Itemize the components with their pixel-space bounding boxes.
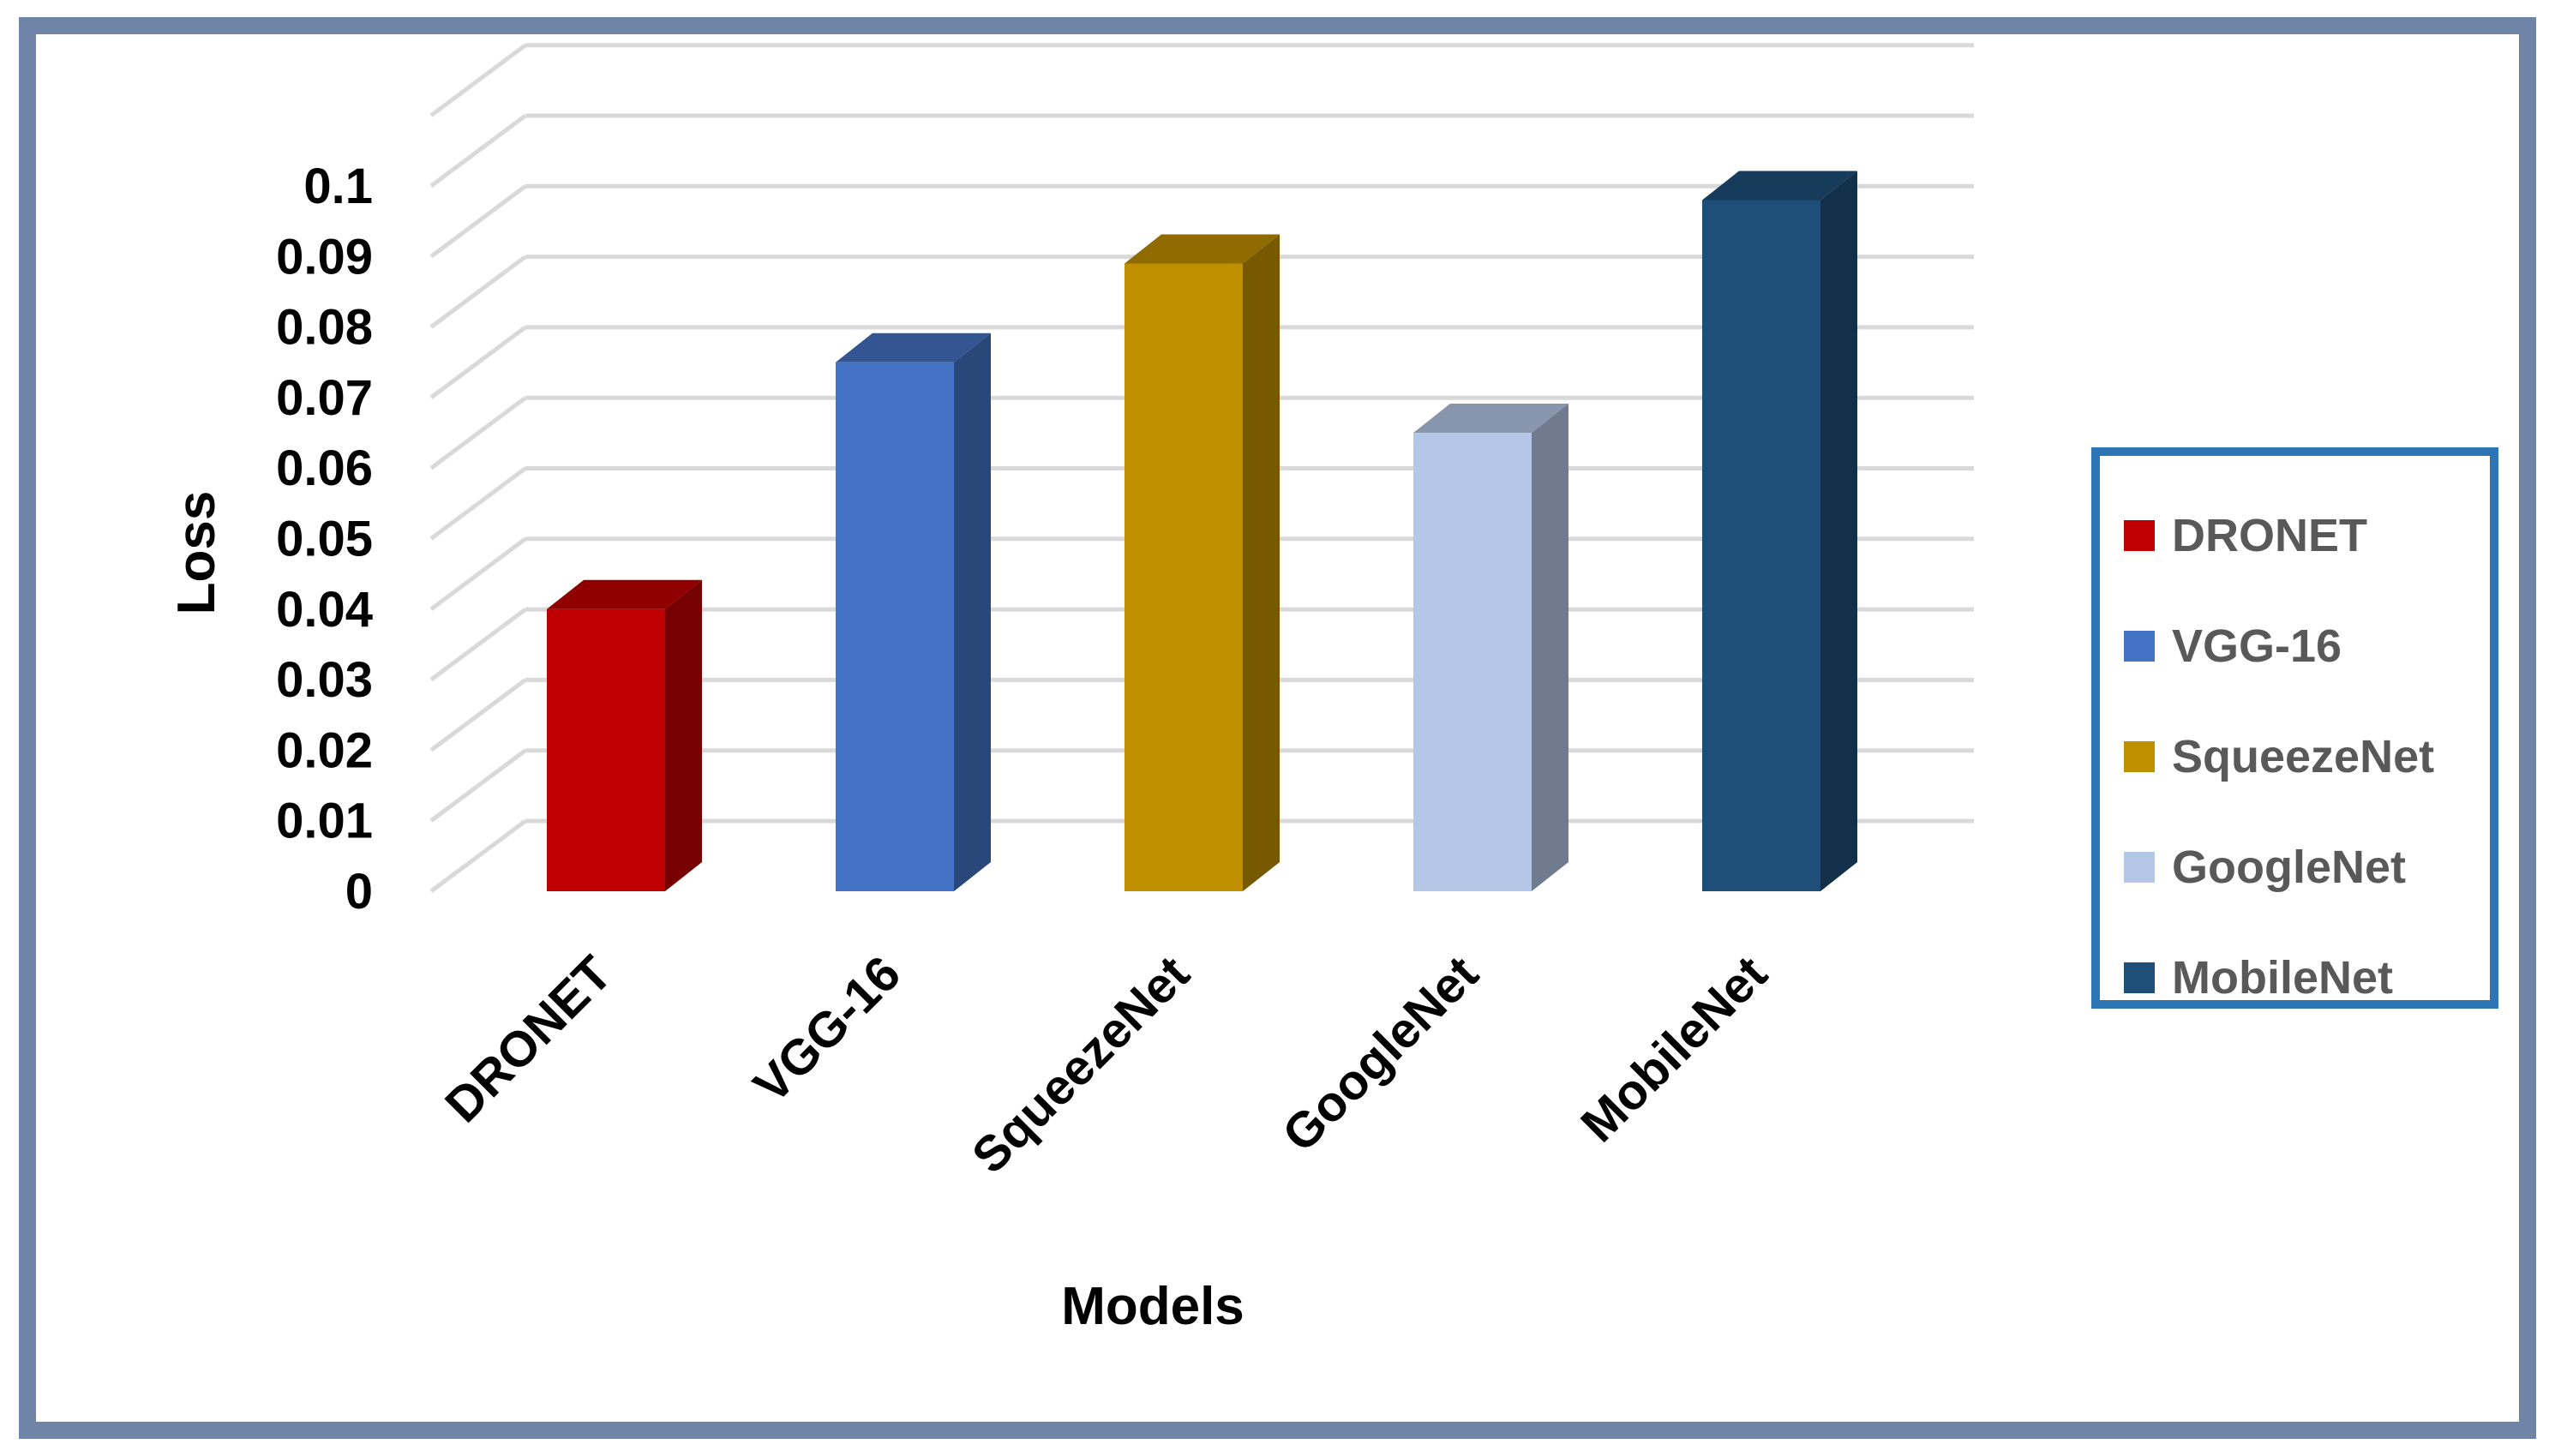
gridline-depth <box>429 818 527 894</box>
y-tick-label: 0.03 <box>276 652 373 708</box>
y-tick-label: 0 <box>345 864 373 920</box>
bar-top <box>1702 171 1857 201</box>
gridline-depth <box>429 43 527 117</box>
x-tick-label: SqueezeNet <box>962 945 1200 1183</box>
gridline-depth <box>429 325 527 399</box>
x-tick-label: VGG-16 <box>743 945 911 1113</box>
bar-top <box>1413 404 1568 434</box>
legend-item: DRONET <box>2124 480 2490 590</box>
gridline-depth <box>429 678 527 752</box>
y-tick-label: 0.06 <box>276 440 373 496</box>
gridline-depth <box>429 184 527 259</box>
legend-swatch <box>2124 630 2155 662</box>
legend-label: DRONET <box>2172 509 2367 561</box>
y-tick-label: 0.07 <box>276 370 373 426</box>
y-tick-label: 0.09 <box>276 229 373 285</box>
bar <box>836 362 954 891</box>
y-axis-title: Loss <box>167 491 226 615</box>
gridline-depth <box>429 396 527 470</box>
x-tick-label: GoogleNet <box>1272 945 1489 1162</box>
bar-side <box>1243 234 1280 891</box>
x-tick-label: DRONET <box>435 945 622 1133</box>
legend-item: GoogleNet <box>2124 812 2490 922</box>
y-tick-label: 0.1 <box>303 159 373 214</box>
gridline-depth <box>429 608 527 682</box>
legend-label: MobileNet <box>2172 951 2394 1004</box>
y-tick-label: 0.01 <box>276 794 373 849</box>
legend-label: VGG-16 <box>2172 620 2342 672</box>
y-tick-label: 0.05 <box>276 512 373 567</box>
bar-top <box>836 333 991 363</box>
gridline-depth <box>429 113 527 189</box>
bar-side <box>954 333 991 891</box>
bar <box>547 608 665 891</box>
legend-swatch <box>2124 962 2155 993</box>
legend-label: GoogleNet <box>2172 841 2407 893</box>
legend-item: VGG-16 <box>2124 590 2490 701</box>
bar-top <box>1125 234 1280 264</box>
legend-item: MobileNet <box>2124 922 2490 1033</box>
bar-side <box>1820 171 1857 891</box>
gridline-depth <box>429 255 527 329</box>
legend: DRONET VGG-16 SqueezeNet GoogleNet Mobil… <box>2091 447 2498 1009</box>
y-tick-label: 0.04 <box>276 582 373 638</box>
legend-swatch <box>2124 851 2155 883</box>
bar-top <box>547 579 702 609</box>
gridline-depth <box>429 748 527 823</box>
legend-swatch <box>2124 740 2155 772</box>
gridline-depth <box>429 536 527 611</box>
y-tick-label: 0.08 <box>276 300 373 356</box>
y-tick-label: 0.02 <box>276 722 373 778</box>
legend-item: SqueezeNet <box>2124 701 2490 812</box>
bar <box>1413 433 1532 891</box>
legend-swatch <box>2124 519 2155 551</box>
bar-side <box>665 579 702 891</box>
bar-side <box>1532 404 1568 891</box>
gridline-depth <box>429 466 527 541</box>
bar <box>1702 200 1820 891</box>
x-tick-label: MobileNet <box>1570 945 1778 1153</box>
x-axis-title: Models <box>1061 1277 1245 1336</box>
legend-label: SqueezeNet <box>2172 730 2435 782</box>
bar <box>1125 263 1243 891</box>
